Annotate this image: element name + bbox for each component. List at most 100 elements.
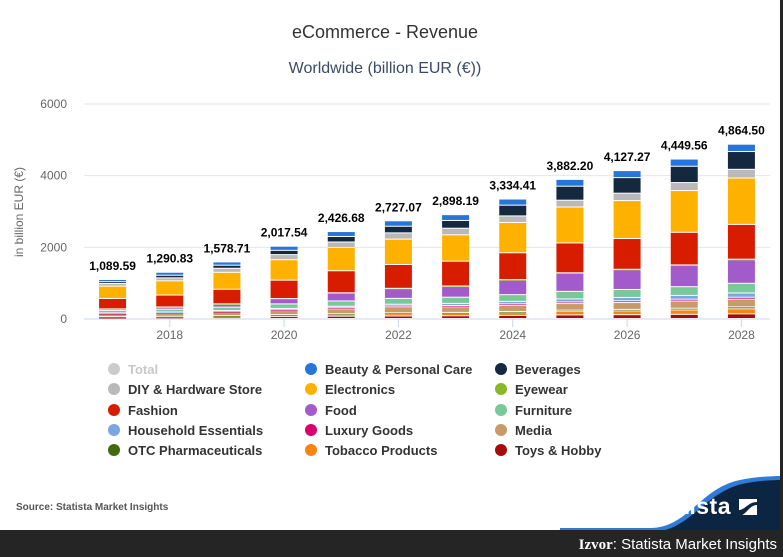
bar-segment-luxury-goods	[499, 304, 527, 305]
bar-segment-furniture	[670, 287, 698, 295]
legend-dot-icon	[305, 383, 317, 396]
bar-segment-media	[613, 303, 641, 309]
bar-segment-luxury-goods	[613, 301, 641, 303]
legend-item[interactable]: Electronics	[305, 381, 395, 401]
bar-segment-household-essentials	[670, 295, 698, 299]
legend-label: Furniture	[515, 402, 573, 418]
bar-segment-eyewear	[99, 309, 127, 310]
legend-item[interactable]: Household Essentials	[108, 422, 263, 442]
bar-segment-diy-hardware-store	[327, 242, 355, 248]
legend-item[interactable]: Tobacco Products	[305, 442, 437, 462]
bar-segment-otc-pharmaceuticals	[270, 315, 298, 316]
data-label: 4,127.27	[604, 150, 651, 164]
bar-segment-eyewear	[670, 265, 698, 267]
bar-segment-otc-pharmaceuticals	[499, 311, 527, 313]
bar-segment-otc-pharmaceuticals	[670, 308, 698, 310]
bar-segment-beverages	[670, 166, 698, 183]
caption-label: Izvor	[578, 537, 613, 553]
bar-segment-beauty-personal-care	[99, 279, 127, 282]
legend-item[interactable]: OTC Pharmaceuticals	[108, 442, 262, 462]
legend-item[interactable]: DIY & Hardware Store	[108, 381, 262, 401]
bar-segment-tobacco-products	[270, 315, 298, 317]
bar-segment-beverages	[727, 152, 755, 169]
bar-segment-media	[499, 305, 527, 311]
legend-label: Electronics	[325, 382, 396, 398]
legend-item[interactable]: Total	[108, 361, 158, 381]
bar-segment-food	[270, 299, 298, 304]
legend-label: Media	[515, 422, 552, 438]
legend-dot-icon	[108, 444, 120, 457]
legend-label: Toys & Hobby	[515, 443, 602, 459]
bar-segment-fashion	[156, 295, 184, 307]
y-tick-label: 4000	[40, 169, 67, 183]
bar-segment-household-essentials	[556, 299, 584, 302]
bar-segment-fashion	[613, 239, 641, 269]
caption-text: Izvor: Statista Market Insights	[579, 536, 777, 554]
bar-segment-diy-hardware-store	[556, 200, 584, 207]
bar-segment-eyewear	[499, 280, 527, 281]
bar-segment-otc-pharmaceuticals	[556, 310, 584, 312]
legend-item[interactable]: Media	[495, 422, 552, 442]
legend-item[interactable]: Furniture	[495, 402, 572, 422]
legend-label: Total	[128, 362, 159, 377]
bar-segment-otc-pharmaceuticals	[384, 313, 412, 314]
bar-segment-otc-pharmaceuticals	[156, 316, 184, 318]
stacked-bar-chart: 0 2000 4000 6000 in billion EUR (€) 1,089.59 1…	[12, 97, 770, 342]
bar-segment-eyewear	[213, 304, 241, 305]
legend-item[interactable]: Food	[305, 402, 357, 422]
bar-segment-household-essentials	[442, 303, 470, 306]
bar-segment-food	[727, 260, 755, 283]
bar-segment-toys-hobby	[327, 316, 355, 318]
legend-dot-icon	[495, 423, 507, 436]
bar-segment-diy-hardware-store	[270, 255, 298, 260]
bar-segment-electronics	[556, 207, 584, 243]
legend-item[interactable]: Toys & Hobby	[495, 442, 601, 462]
bar-segment-beauty-personal-care	[270, 246, 298, 250]
bar-segment-diy-hardware-store	[613, 193, 641, 201]
bar-segment-food	[213, 304, 241, 307]
bar-segment-household-essentials	[727, 293, 755, 297]
bar-segment-beauty-personal-care	[213, 262, 241, 265]
bar-segment-eyewear	[613, 269, 641, 271]
bar-segment-eyewear	[384, 288, 412, 290]
legend-label: Beauty & Personal Care	[325, 362, 473, 377]
bar-segment-beverages	[270, 250, 298, 255]
bar-segment-beauty-personal-care	[556, 179, 584, 186]
bar-segment-fashion	[327, 271, 355, 293]
data-label: 1,290.83	[146, 252, 193, 266]
legend-item[interactable]: Beverages	[495, 361, 581, 381]
bar-segment-luxury-goods	[384, 306, 412, 308]
bar-segment-eyewear	[327, 293, 355, 294]
legend-item[interactable]: Fashion	[108, 402, 178, 422]
bar-segment-electronics	[670, 191, 698, 232]
bar-segment-fashion	[270, 280, 298, 299]
bar-segment-beverages	[327, 236, 355, 242]
bar-segment-fashion	[442, 261, 470, 286]
caption-bar	[0, 530, 783, 557]
bar-segment-furniture	[99, 310, 127, 313]
bar-segment-otc-pharmaceuticals	[442, 312, 470, 314]
bar-segment-food	[556, 273, 584, 291]
bar-segment-fashion	[499, 253, 527, 280]
bar-segment-fashion	[670, 232, 698, 265]
bar-segment-otc-pharmaceuticals	[99, 317, 127, 318]
bar-segment-household-essentials	[327, 306, 355, 308]
legend-label: Luxury Goods	[325, 422, 414, 438]
legend-item[interactable]: Eyewear	[495, 381, 568, 401]
bar-segment-electronics	[613, 201, 641, 239]
bar-segment-beverages	[613, 178, 641, 193]
legend-item[interactable]: Beauty & Personal Care	[305, 361, 472, 381]
bar-segment-fashion	[99, 298, 127, 309]
legend-label: OTC Pharmaceuticals	[128, 443, 263, 459]
legend-item[interactable]: Luxury Goods	[305, 422, 413, 442]
bar-segment-beverages	[213, 265, 241, 268]
legend-label: Fashion	[128, 402, 178, 418]
bar-segment-electronics	[327, 248, 355, 271]
bar-segment-eyewear	[727, 259, 755, 261]
bar-segment-household-essentials	[156, 312, 184, 314]
x-tick-label: 2026	[614, 328, 641, 342]
bar-segment-toys-hobby	[499, 315, 527, 318]
bar-segment-beverages	[99, 282, 127, 284]
bar-segment-tobacco-products	[670, 310, 698, 314]
window-edge	[780, 0, 783, 530]
